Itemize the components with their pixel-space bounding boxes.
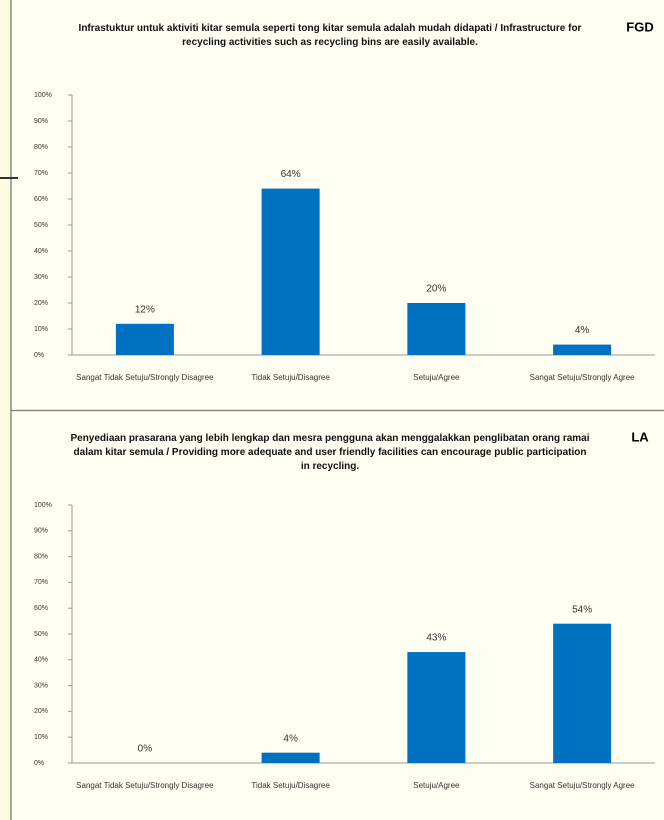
chart-title: Infrastuktur untuk aktiviti kitar semula… [78,23,582,48]
x-tick-label: Setuju/Agree [413,373,460,382]
y-tick-label: 20% [34,300,48,307]
x-tick-label-box: Setuju/Agree [413,373,460,382]
x-tick-label: Setuju/Agree [413,781,460,790]
y-tick-label: 0% [34,760,44,767]
x-tick-label-box: Sangat Tidak Setuju/Strongly Disagree [76,781,214,790]
annotation: LA [631,429,649,444]
y-tick-label: 100% [34,502,52,509]
chart-title-box: Infrastuktur untuk aktiviti kitar semula… [78,23,582,48]
x-tick-label: Sangat Setuju/Strongly Agree [529,373,635,382]
chart-title: Penyediaan prasarana yang lebih lengkap … [70,433,590,472]
annotation: FGD [626,19,653,34]
x-tick-label-box: Tidak Setuju/Disagree [251,373,330,382]
y-tick-label: 50% [34,631,48,638]
bar [261,188,320,355]
data-label: 64% [281,169,301,180]
y-tick-label: 70% [34,170,48,177]
chart-title-box: Penyediaan prasarana yang lebih lengkap … [70,433,590,472]
x-tick-label-box: Sangat Tidak Setuju/Strongly Disagree [76,373,214,382]
y-tick-label: 100% [34,92,52,99]
x-tick-label: Sangat Tidak Setuju/Strongly Disagree [76,781,214,790]
data-label: 54% [572,604,592,615]
x-tick-label-box: Setuju/Agree [413,781,460,790]
x-tick-label: Tidak Setuju/Disagree [251,781,330,790]
data-label: 0% [138,744,153,755]
data-label: 12% [135,304,155,315]
y-tick-label: 30% [34,274,48,281]
y-tick-label: 0% [34,352,44,359]
y-tick-label: 70% [34,579,48,586]
y-tick-label: 30% [34,682,48,689]
y-tick-label: 20% [34,708,48,715]
x-tick-label-box: Sangat Setuju/Strongly Agree [529,373,635,382]
y-tick-label: 40% [34,657,48,664]
bar [407,652,466,763]
data-label: 4% [575,325,590,336]
y-tick-label: 10% [34,326,48,333]
bar [407,303,466,355]
y-tick-label: 90% [34,118,48,125]
y-tick-label: 80% [34,553,48,560]
x-tick-label: Sangat Setuju/Strongly Agree [529,781,635,790]
y-tick-label: 90% [34,528,48,535]
x-tick-label-box: Sangat Setuju/Strongly Agree [529,781,635,790]
x-tick-label-box: Tidak Setuju/Disagree [251,781,330,790]
y-tick-label: 60% [34,605,48,612]
y-tick-label: 80% [34,144,48,151]
x-tick-label: Sangat Tidak Setuju/Strongly Disagree [76,373,214,382]
x-tick-label: Tidak Setuju/Disagree [251,373,330,382]
data-label: 43% [426,633,446,644]
data-label: 4% [283,733,298,744]
y-tick-label: 40% [34,248,48,255]
bar [553,344,612,355]
bar [261,752,320,763]
y-tick-label: 10% [34,734,48,741]
bar [553,623,612,763]
y-tick-label: 60% [34,196,48,203]
y-tick-label: 50% [34,222,48,229]
data-label: 20% [426,284,446,295]
bar [115,323,174,355]
